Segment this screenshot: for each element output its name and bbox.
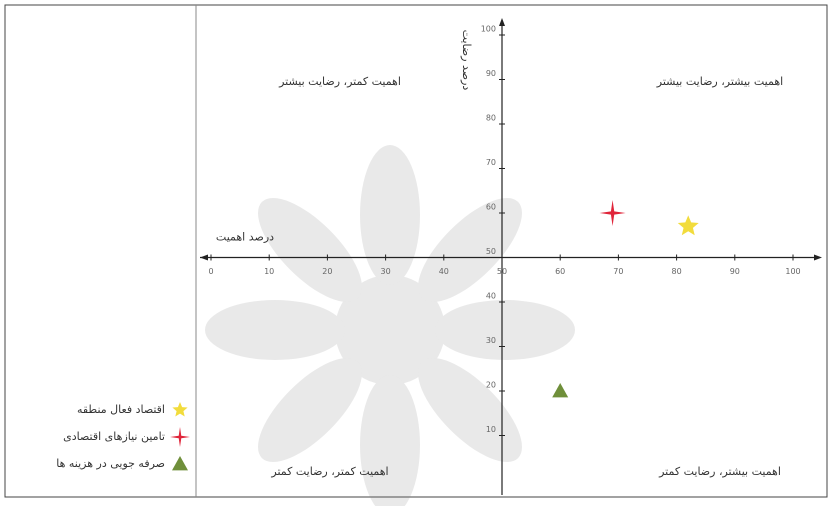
x-tick-label: 100 [785,267,800,276]
x-axis-title: درصد اهمیت [216,231,274,244]
watermark [205,145,575,506]
x-tick-label: 80 [672,267,682,276]
data-point [677,215,699,236]
data-point [599,200,626,226]
y-tick-label: 70 [486,158,496,167]
quadrant-label: اهمیت بیشتر، رضایت بیشتر [656,75,783,88]
x-tick-label: 90 [730,267,740,276]
y-tick-label: 10 [486,425,496,434]
quadrant-label: اهمیت کمتر، رضایت کمتر [270,465,388,478]
quadrant-label: اهمیت بیشتر، رضایت کمتر [658,465,781,478]
x-tick-label: 0 [208,267,213,276]
x-tick-label: 30 [381,267,391,276]
y-arrow [499,18,505,26]
y-tick-label: 90 [486,69,496,78]
y-tick-label: 20 [486,381,496,390]
y-tick-label: 50 [486,247,496,256]
y-axis-title: درصد رضایت [460,30,473,91]
data-point [552,383,569,398]
x-tick-label: 20 [322,267,332,276]
y-tick-label: 30 [486,336,496,345]
x-tick-label: 60 [555,267,565,276]
y-tick-label: 80 [486,114,496,123]
x-tick-label: 50 [497,267,507,276]
legend-marker [172,456,188,471]
legend-label: تامین نیازهای اقتصادی [63,430,165,443]
y-tick-label: 40 [486,292,496,301]
x-tick-label: 40 [439,267,449,276]
y-tick-label: 60 [486,203,496,212]
quadrant-label: اهمیت کمتر، رضایت بیشتر [278,75,401,88]
frame [4,4,828,498]
x-tick-label: 10 [264,267,274,276]
x-tick-label: 70 [613,267,623,276]
x-arrow [200,254,208,261]
legend-label: صرفه جویی در هزینه ها [56,457,165,470]
legend-label: اقتصاد فعال منطقه [77,403,165,416]
legend-marker [172,402,188,417]
y-tick-label: 100 [481,25,496,34]
legend-marker [170,427,190,447]
x-arrow [814,254,822,261]
